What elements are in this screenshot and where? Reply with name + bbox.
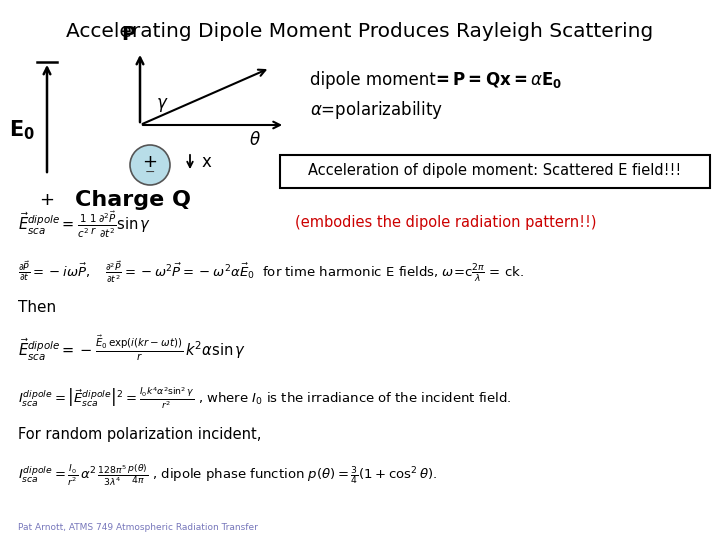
Text: $I_{sca}^{dipole} = \left|\vec{E}_{sca}^{dipole}\right|^2 = \frac{I_0 k^4 \alpha: $I_{sca}^{dipole} = \left|\vec{E}_{sca}^… xyxy=(18,385,511,411)
Text: +: + xyxy=(40,191,55,209)
Text: Charge Q: Charge Q xyxy=(75,190,191,210)
Text: Accelerating Dipole Moment Produces Rayleigh Scattering: Accelerating Dipole Moment Produces Rayl… xyxy=(66,22,654,41)
Text: $\mathbf{P}$: $\mathbf{P}$ xyxy=(121,25,136,44)
Text: Pat Arnott, ATMS 749 Atmospheric Radiation Transfer: Pat Arnott, ATMS 749 Atmospheric Radiati… xyxy=(18,523,258,531)
Text: $\gamma$: $\gamma$ xyxy=(156,96,168,114)
Text: For random polarization incident,: For random polarization incident, xyxy=(18,427,261,442)
Bar xyxy=(280,155,710,188)
Text: −: − xyxy=(145,165,156,179)
Text: $\mathbf{=P=Qx=}\alpha\mathbf{E_0}$: $\mathbf{=P=Qx=}\alpha\mathbf{E_0}$ xyxy=(432,70,562,90)
Text: $\mathbf{E_0}$: $\mathbf{E_0}$ xyxy=(9,118,35,142)
Text: $\vec{E}_{sca}^{dipole} = \frac{1}{c^2}\frac{1}{r}\frac{\partial^2 \vec{P}}{\par: $\vec{E}_{sca}^{dipole} = \frac{1}{c^2}\… xyxy=(18,210,151,240)
Text: $\theta$: $\theta$ xyxy=(249,131,261,149)
Text: +: + xyxy=(143,153,158,171)
Text: Acceleration of dipole moment: Scattered E field!!!: Acceleration of dipole moment: Scattered… xyxy=(308,164,682,179)
Text: dipole moment: dipole moment xyxy=(310,71,441,89)
Text: (embodies the dipole radiation pattern!!): (embodies the dipole radiation pattern!!… xyxy=(295,214,596,230)
Text: x: x xyxy=(202,153,212,171)
Circle shape xyxy=(130,145,170,185)
Text: Then: Then xyxy=(18,300,56,315)
Text: $\vec{E}_{sca}^{dipole} = -\frac{\vec{E}_0\,\exp(i(kr-\omega t))}{r}\,k^2\alpha\: $\vec{E}_{sca}^{dipole} = -\frac{\vec{E}… xyxy=(18,333,246,363)
Text: $\frac{\partial\vec{P}}{\partial t} = -i\omega\vec{P},\quad \frac{\partial^2\vec: $\frac{\partial\vec{P}}{\partial t} = -i… xyxy=(18,259,524,285)
Text: $\alpha$=polarizability: $\alpha$=polarizability xyxy=(310,99,443,121)
Text: $I_{sca}^{dipole} = \frac{I_0}{r^2}\,\alpha^2\,\frac{128\pi^5}{3\lambda^4}\frac{: $I_{sca}^{dipole} = \frac{I_0}{r^2}\,\al… xyxy=(18,462,437,488)
